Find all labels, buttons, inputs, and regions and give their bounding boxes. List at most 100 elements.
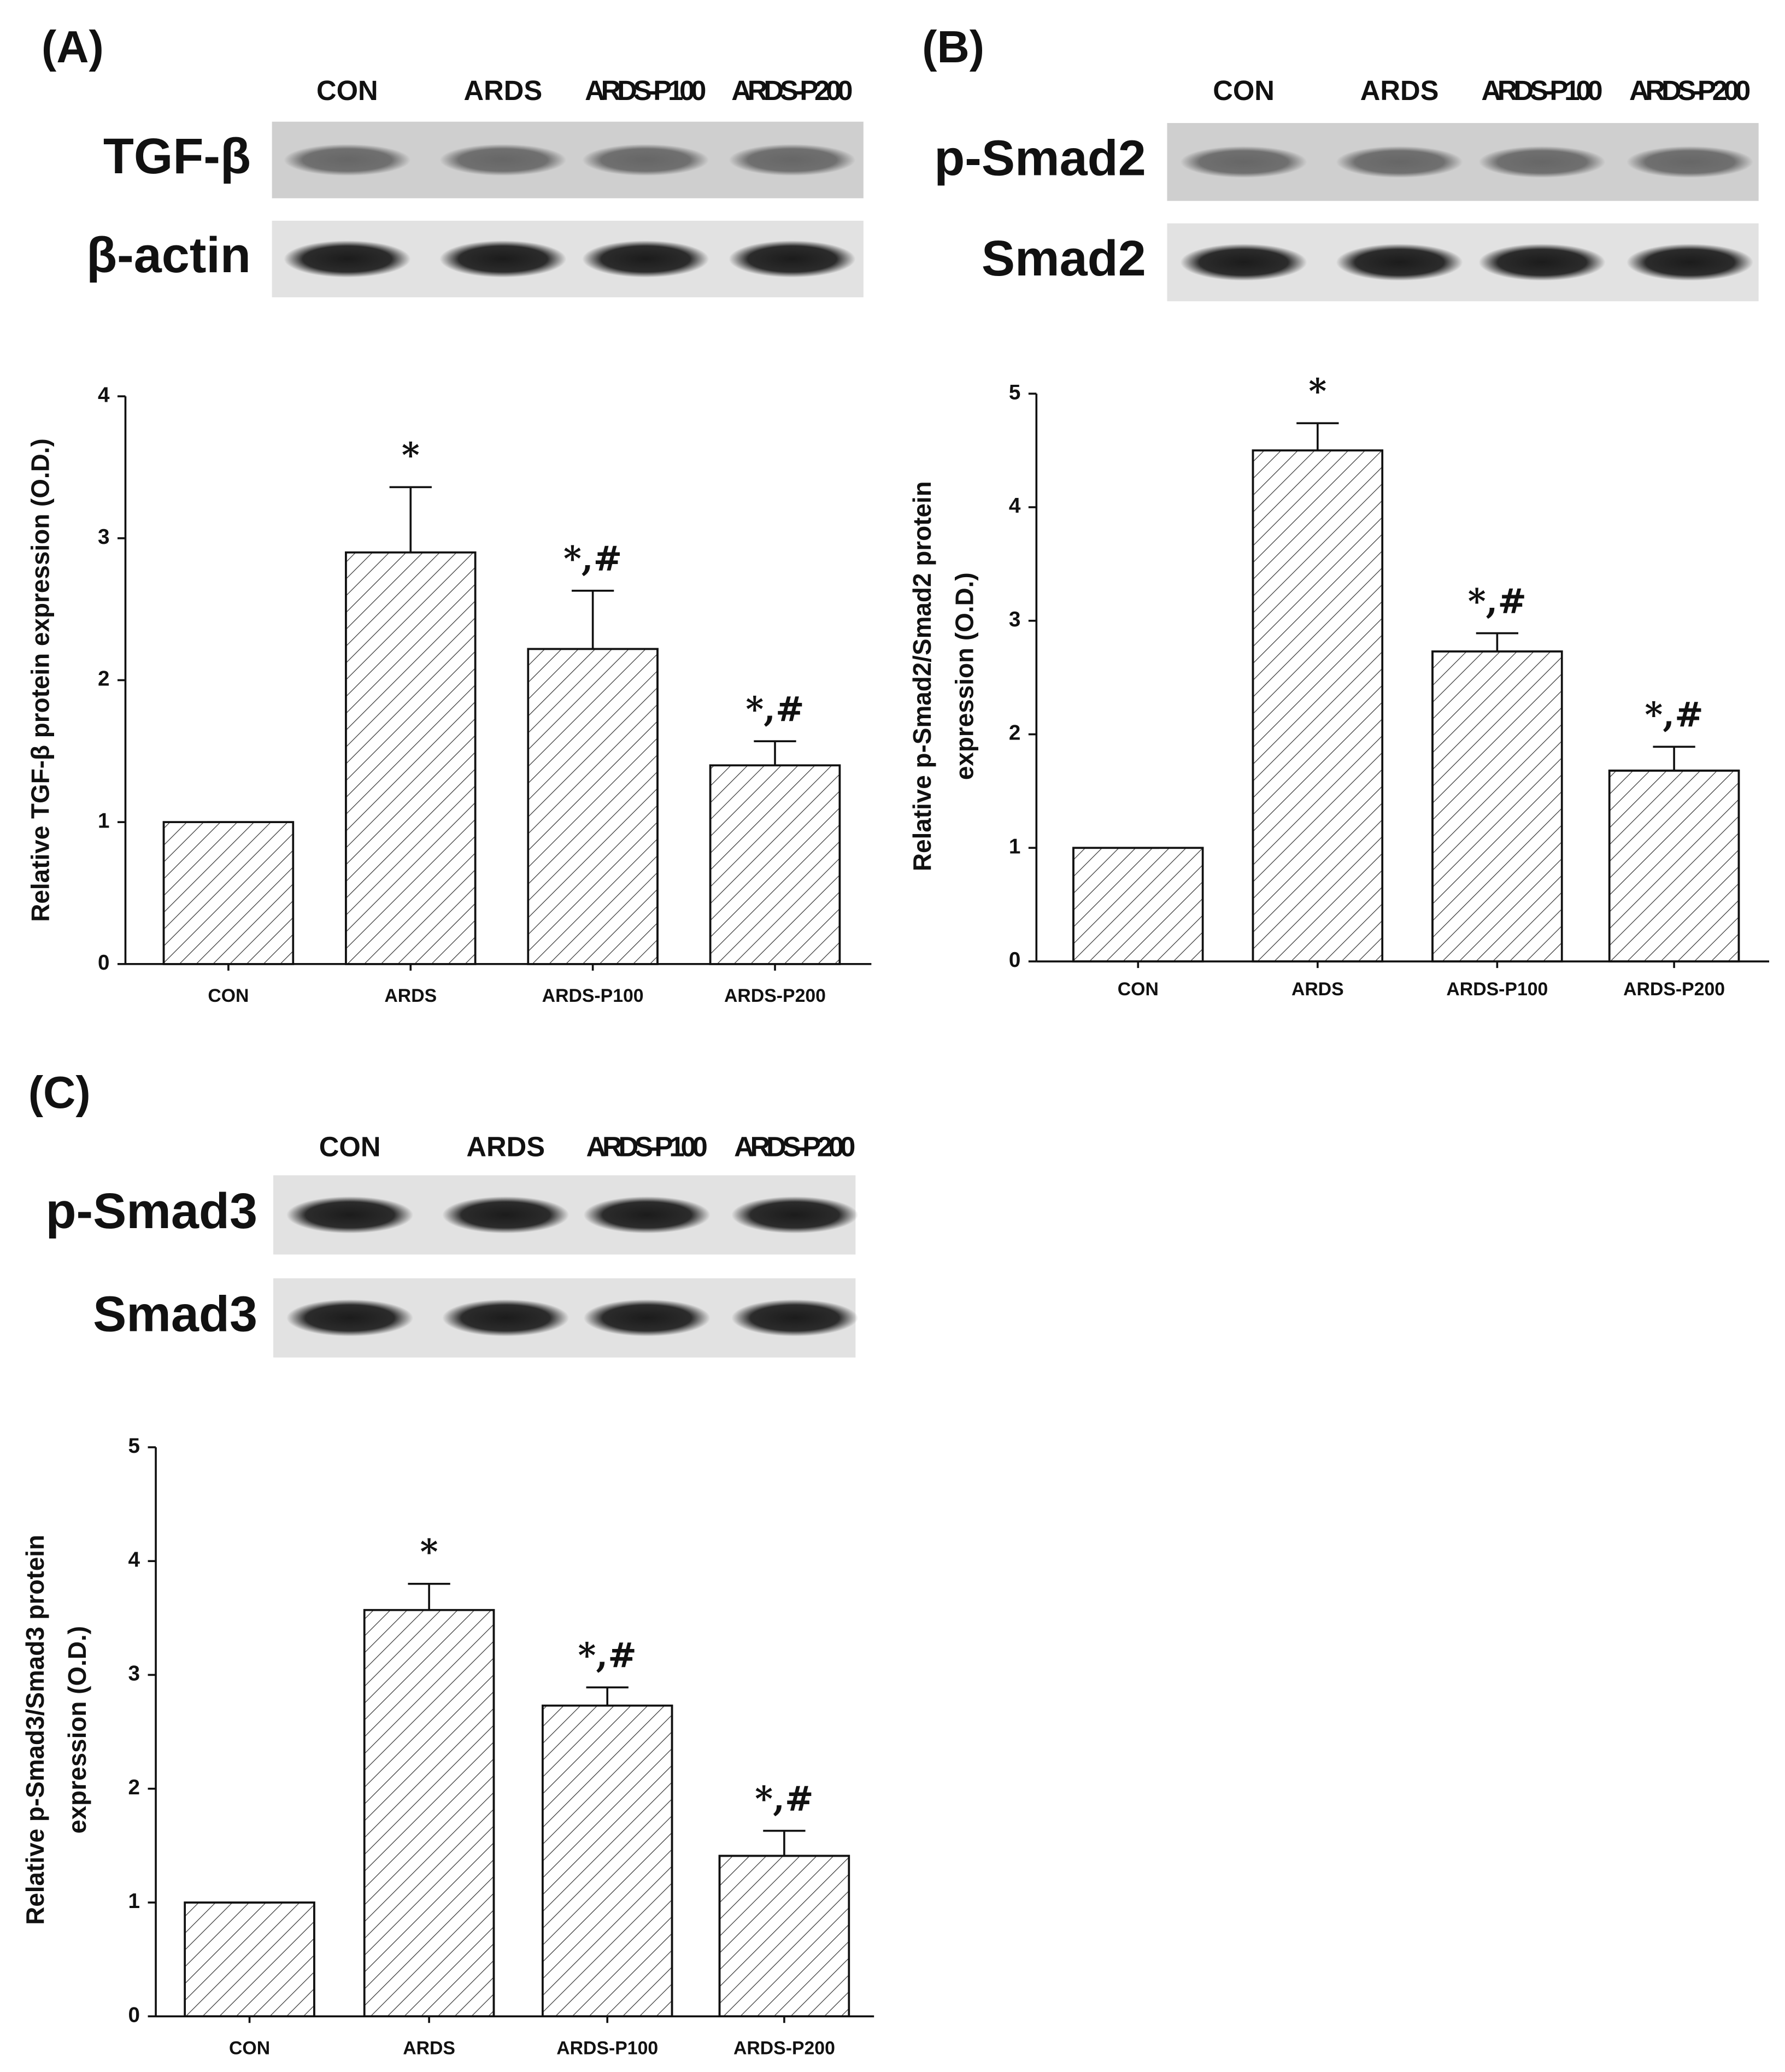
- significance-mark: *: [1308, 371, 1326, 412]
- blot-band: [1336, 146, 1463, 178]
- lane-label: ARDS-P200: [731, 75, 853, 106]
- panel-label: (A): [42, 22, 104, 72]
- blot-band: [583, 1299, 711, 1337]
- y-axis-label: Relative p-Smad2/Smad2 protein: [908, 481, 936, 871]
- y-tick-label: 1: [128, 1889, 140, 1913]
- blot-band: [439, 240, 567, 278]
- blot-band: [442, 1299, 569, 1337]
- blot-band: [1180, 244, 1307, 281]
- panel-label: (C): [28, 1068, 91, 1118]
- lane-label: ARDS: [466, 1131, 545, 1162]
- blot-band: [439, 144, 567, 176]
- y-axis-label: Relative TGF-β protein expression (O.D.): [26, 438, 54, 921]
- blot-band: [583, 1196, 711, 1234]
- blot-row-label: p-Smad3: [45, 1183, 257, 1239]
- error-bar: [586, 1686, 629, 1706]
- error-bar: [763, 1829, 806, 1856]
- error-bar: [1296, 422, 1339, 451]
- significance-mark: *,#: [755, 1778, 813, 1819]
- error-bar: [571, 590, 614, 649]
- y-tick-label: 3: [128, 1662, 140, 1686]
- y-tick-label: 0: [128, 2003, 140, 2027]
- y-tick-label: 2: [98, 667, 110, 691]
- blot-band: [582, 144, 709, 176]
- blot-band: [1627, 146, 1754, 178]
- blot-band: [284, 144, 411, 176]
- blot-band: [731, 1196, 859, 1234]
- y-tick-label: 1: [1009, 835, 1021, 858]
- lane-label: ARDS-P100: [585, 75, 706, 106]
- y-axis-label: expression (O.D.): [63, 1626, 91, 1834]
- bar-hatch: [363, 1609, 495, 2017]
- y-tick-label: 4: [128, 1548, 140, 1571]
- blot-band: [731, 1299, 859, 1337]
- blot-band: [729, 240, 856, 278]
- bar-hatch: [709, 764, 841, 965]
- blot-row-label: p-Smad2: [934, 131, 1146, 186]
- y-tick-label: 2: [1009, 721, 1021, 745]
- y-tick-label: 4: [1009, 494, 1021, 518]
- y-tick-label: 4: [98, 383, 110, 407]
- y-tick-label: 3: [1009, 608, 1021, 631]
- lane-label: CON: [316, 75, 378, 106]
- blot-row-label: Smad3: [93, 1286, 257, 1342]
- lane-label: ARDS-P200: [734, 1131, 855, 1162]
- bar-hatch: [184, 1901, 315, 2017]
- bar-hatch: [718, 1854, 850, 2017]
- bar-hatch: [162, 821, 295, 965]
- x-tick-label: ARDS-P200: [1623, 979, 1725, 1000]
- y-tick-label: 5: [1009, 380, 1021, 404]
- blot-band: [582, 240, 709, 278]
- lane-label: CON: [319, 1131, 381, 1162]
- x-tick-label: ARDS-P100: [1446, 979, 1548, 1000]
- x-tick-label: ARDS: [384, 985, 437, 1006]
- x-tick-label: CON: [229, 2038, 270, 2058]
- x-tick-label: ARDS-P200: [724, 985, 826, 1006]
- significance-mark: *,#: [745, 689, 804, 729]
- bar-hatch: [542, 1704, 673, 2017]
- y-axis-label: expression (O.D.): [950, 572, 978, 780]
- blot-band: [1478, 244, 1606, 281]
- bar-hatch: [1252, 449, 1384, 962]
- x-tick-label: ARDS: [1291, 979, 1344, 1000]
- error-bar: [754, 740, 796, 766]
- significance-mark: *,#: [578, 1635, 637, 1676]
- x-tick-label: ARDS-P100: [542, 985, 644, 1006]
- y-tick-label: 3: [98, 525, 110, 549]
- bar-hatch: [1608, 770, 1740, 962]
- blot-band: [1478, 146, 1606, 178]
- lane-label: CON: [1213, 75, 1275, 106]
- x-tick-label: ARDS: [403, 2038, 455, 2058]
- error-bar: [408, 1583, 450, 1610]
- x-tick-label: CON: [208, 985, 249, 1006]
- blot-band: [286, 1299, 414, 1337]
- bar-hatch: [527, 648, 659, 965]
- panel-label: (B): [922, 22, 984, 72]
- significance-mark: *,#: [1468, 581, 1526, 621]
- y-tick-label: 2: [128, 1776, 140, 1799]
- blot-row-label: TGF-β: [103, 128, 251, 184]
- significance-mark: *: [420, 1531, 438, 1572]
- blot-band: [442, 1196, 569, 1234]
- y-tick-label: 1: [98, 809, 110, 832]
- error-bar: [389, 486, 432, 553]
- bar-hatch: [1431, 650, 1563, 962]
- lane-label: ARDS: [464, 75, 543, 106]
- blot-band: [284, 240, 411, 278]
- y-tick-label: 0: [1009, 948, 1021, 972]
- lane-label: ARDS-P100: [1481, 75, 1602, 106]
- blot-row-label: β-actin: [86, 227, 251, 283]
- lane-label: ARDS-P100: [586, 1131, 708, 1162]
- lane-label: ARDS: [1360, 75, 1439, 106]
- x-tick-label: CON: [1118, 979, 1159, 1000]
- blot-band: [1336, 244, 1463, 281]
- y-tick-label: 0: [98, 951, 110, 975]
- significance-mark: *,#: [1645, 695, 1703, 735]
- error-bar: [1476, 632, 1519, 651]
- bar-hatch: [345, 551, 477, 965]
- y-tick-label: 5: [128, 1434, 140, 1458]
- lane-label: ARDS-P200: [1629, 75, 1751, 106]
- x-tick-label: ARDS-P100: [556, 2038, 658, 2058]
- error-bar: [1653, 746, 1695, 771]
